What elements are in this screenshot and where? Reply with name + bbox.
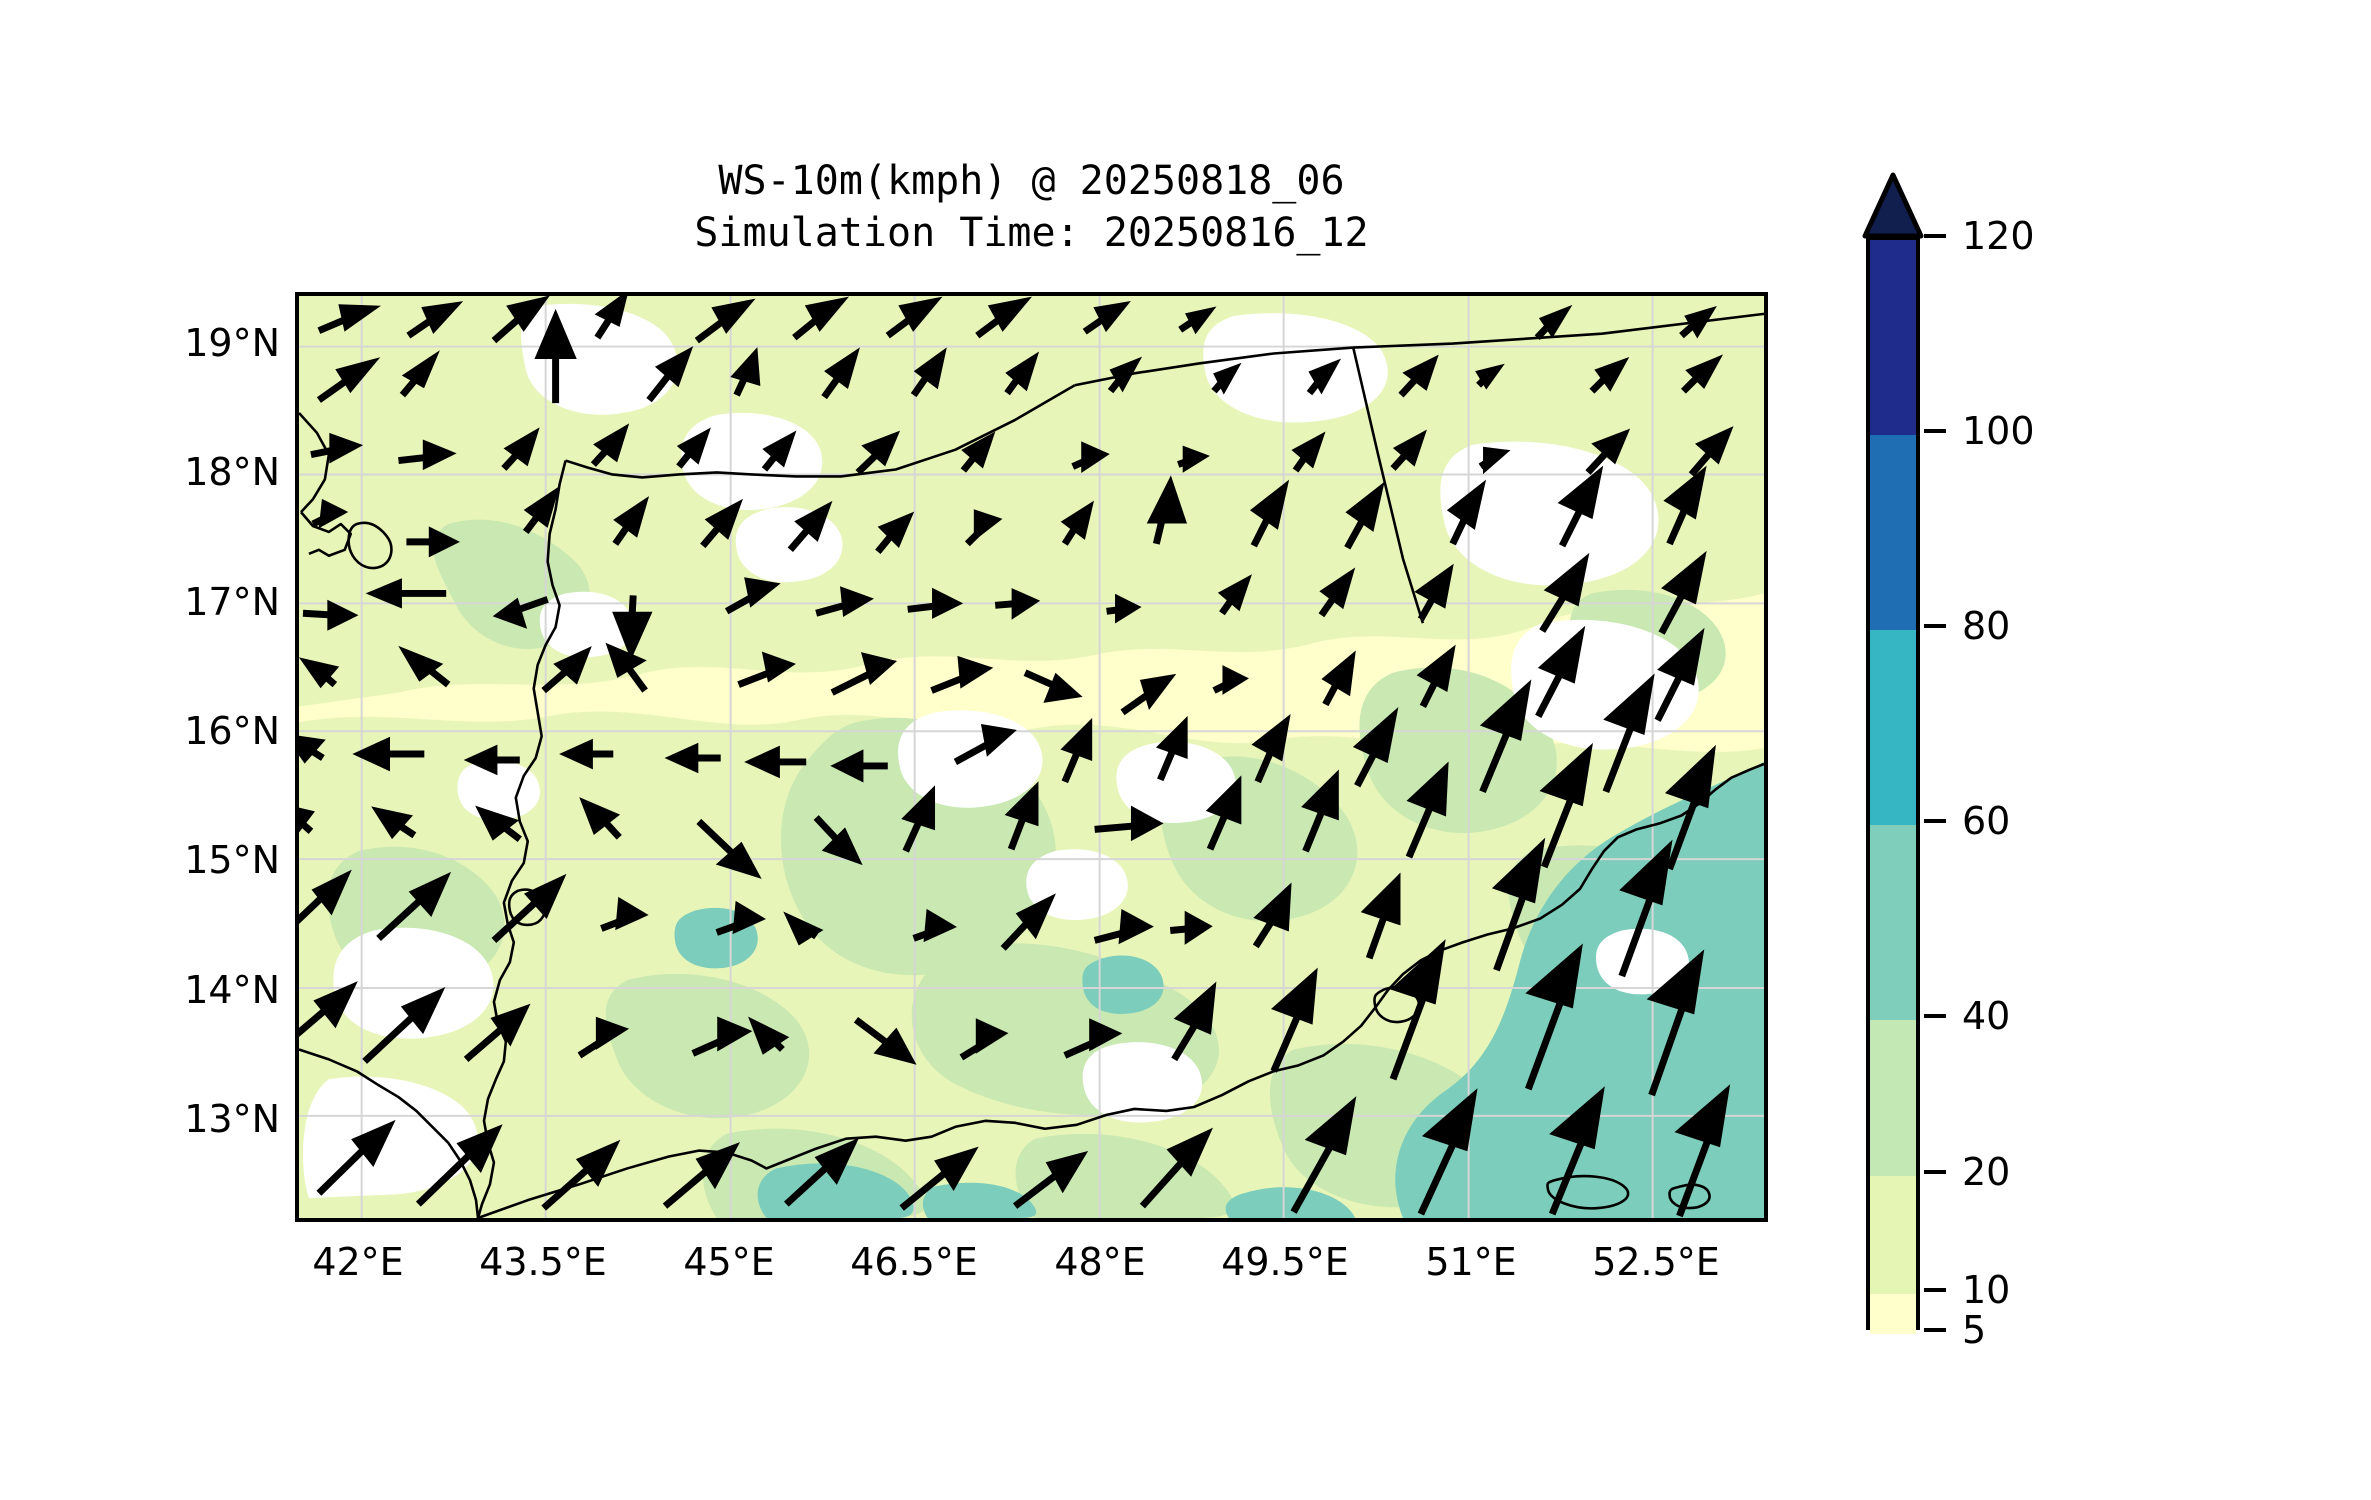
chart-title-line-1: WS-10m(kmph) @ 20250818_06 bbox=[718, 158, 1345, 204]
cbar-tick-120: 120 bbox=[1962, 214, 2035, 258]
colorbar-segment-20-40 bbox=[1870, 1020, 1916, 1176]
xtick-49p5: 49.5°E bbox=[1221, 1240, 1349, 1284]
cbar-tick-60: 60 bbox=[1962, 799, 2011, 843]
ytick-17: 17°N bbox=[184, 580, 280, 624]
xtick-51: 51°E bbox=[1425, 1240, 1517, 1284]
ytick-15: 15°N bbox=[184, 838, 280, 882]
colorbar-segment-40-60 bbox=[1870, 825, 1916, 1020]
chart-title-line-2: Simulation Time: 20250816_12 bbox=[694, 210, 1369, 256]
cbar-tick-40: 40 bbox=[1962, 994, 2011, 1038]
map-plot-area bbox=[295, 292, 1768, 1222]
windspeed-contour-map bbox=[299, 296, 1764, 1218]
xtick-45: 45°E bbox=[683, 1240, 775, 1284]
cbar-tick-5: 5 bbox=[1962, 1308, 1987, 1352]
colorbar-extend-arrow bbox=[1862, 172, 1924, 239]
cbar-tick-20: 20 bbox=[1962, 1150, 2011, 1194]
ytick-13: 13°N bbox=[184, 1097, 280, 1141]
cbar-tick-10: 10 bbox=[1962, 1268, 2011, 1312]
colorbar-segment-80-100 bbox=[1870, 435, 1916, 630]
colorbar bbox=[1866, 236, 1920, 1334]
cbar-tick-100: 100 bbox=[1962, 409, 2035, 453]
xtick-52p5: 52.5°E bbox=[1592, 1240, 1720, 1284]
wind-vector-arrows bbox=[299, 296, 1734, 1218]
xtick-48: 48°E bbox=[1054, 1240, 1146, 1284]
cbar-tick-80: 80 bbox=[1962, 604, 2011, 648]
colorbar-segment-10-20 bbox=[1870, 1176, 1916, 1294]
xtick-46p5: 46.5°E bbox=[850, 1240, 978, 1284]
calm-patch bbox=[302, 303, 1699, 1199]
ytick-19: 19°N bbox=[184, 321, 280, 365]
xtick-43p5: 43.5°E bbox=[479, 1240, 607, 1284]
ytick-16: 16°N bbox=[184, 709, 280, 753]
ytick-14: 14°N bbox=[184, 968, 280, 1012]
chart-title: WS-10m(kmph) @ 20250818_06 Simulation Ti… bbox=[295, 155, 1768, 259]
colorbar-segment-60-80 bbox=[1870, 630, 1916, 825]
colorbar-segment-5-10 bbox=[1870, 1294, 1916, 1334]
colorbar-segment-100-120 bbox=[1870, 240, 1916, 435]
ytick-18: 18°N bbox=[184, 450, 280, 494]
xtick-42: 42°E bbox=[312, 1240, 404, 1284]
